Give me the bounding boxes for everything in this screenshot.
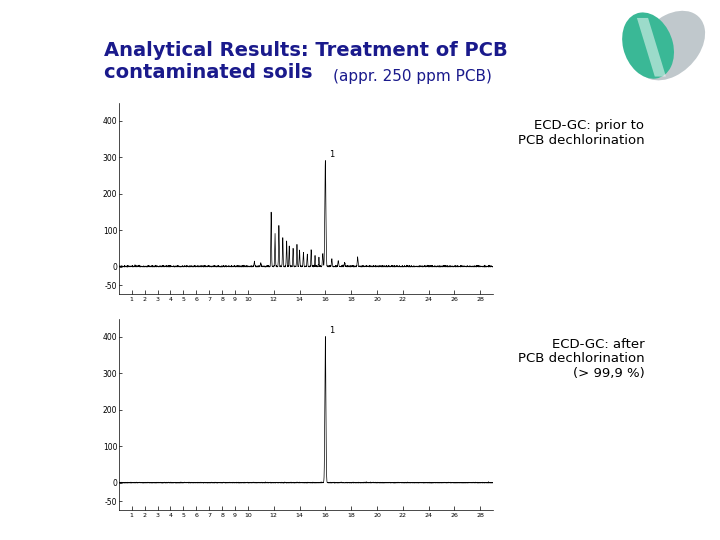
FancyBboxPatch shape bbox=[9, 460, 66, 477]
Ellipse shape bbox=[622, 12, 674, 79]
FancyBboxPatch shape bbox=[9, 322, 66, 339]
FancyBboxPatch shape bbox=[9, 515, 66, 532]
FancyBboxPatch shape bbox=[9, 129, 66, 146]
Text: (appr. 250 ppm PCB): (appr. 250 ppm PCB) bbox=[104, 69, 492, 84]
FancyBboxPatch shape bbox=[9, 46, 66, 63]
FancyBboxPatch shape bbox=[9, 487, 66, 504]
FancyBboxPatch shape bbox=[9, 73, 66, 91]
Text: ECD-GC: prior to
PCB dechlorination: ECD-GC: prior to PCB dechlorination bbox=[518, 119, 644, 147]
FancyBboxPatch shape bbox=[9, 349, 66, 367]
FancyBboxPatch shape bbox=[9, 239, 66, 256]
FancyBboxPatch shape bbox=[9, 184, 66, 201]
FancyBboxPatch shape bbox=[9, 156, 66, 173]
Text: 1: 1 bbox=[329, 150, 335, 159]
FancyBboxPatch shape bbox=[9, 18, 66, 36]
Text: ECD-GC: after
PCB dechlorination
(> 99,9 %): ECD-GC: after PCB dechlorination (> 99,9… bbox=[518, 338, 644, 381]
Text: Analytical Results: Treatment of PCB
contaminated soils: Analytical Results: Treatment of PCB con… bbox=[104, 40, 508, 82]
FancyBboxPatch shape bbox=[9, 294, 66, 312]
Polygon shape bbox=[637, 18, 666, 77]
Text: 1: 1 bbox=[329, 326, 335, 335]
FancyBboxPatch shape bbox=[9, 267, 66, 284]
FancyBboxPatch shape bbox=[9, 377, 66, 394]
FancyBboxPatch shape bbox=[9, 101, 66, 118]
FancyBboxPatch shape bbox=[9, 211, 66, 228]
Ellipse shape bbox=[636, 11, 705, 80]
FancyBboxPatch shape bbox=[9, 404, 66, 422]
FancyBboxPatch shape bbox=[9, 432, 66, 449]
